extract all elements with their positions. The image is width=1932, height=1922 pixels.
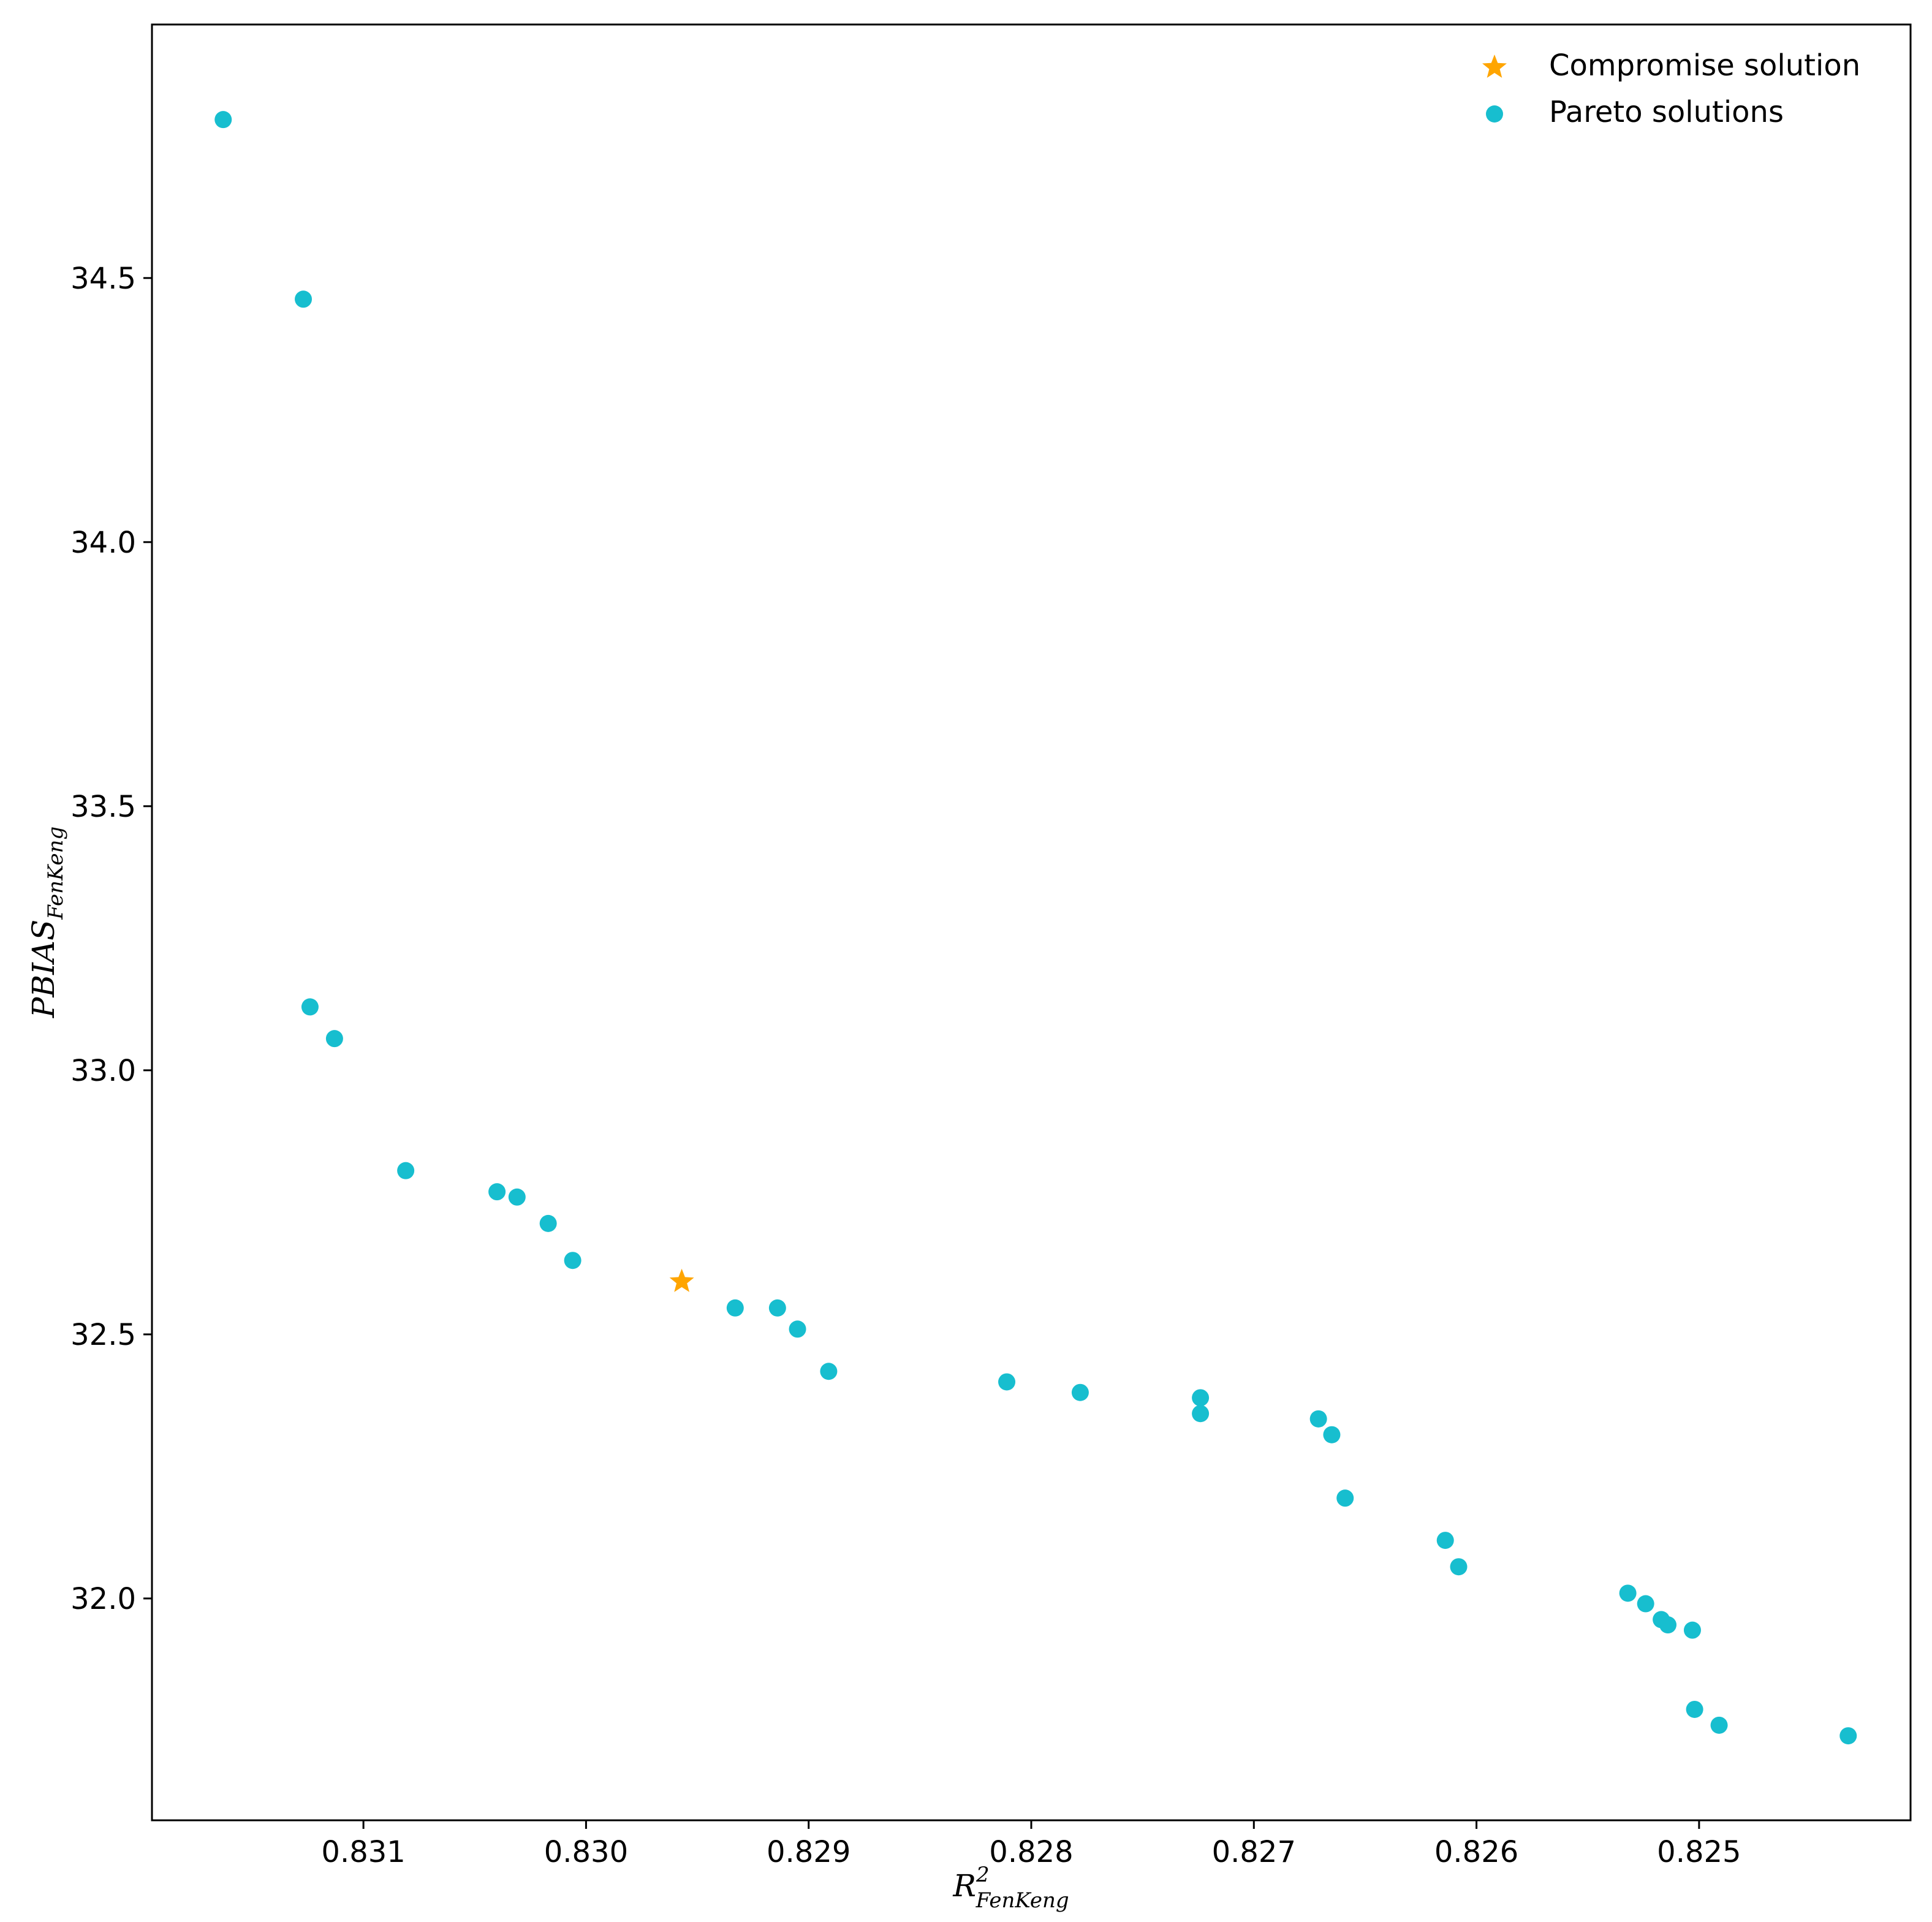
x-tick-label: 0.825 <box>1657 1835 1741 1869</box>
x-tick-label: 0.830 <box>544 1835 628 1869</box>
pareto-point <box>998 1373 1016 1391</box>
x-tick-label: 0.831 <box>321 1835 405 1869</box>
pareto-point <box>1450 1558 1468 1576</box>
legend-label-pareto: Pareto solutions <box>1549 95 1784 129</box>
pareto-point <box>1683 1621 1701 1639</box>
legend: Compromise solution Pareto solutions <box>1482 48 1860 129</box>
pareto-point <box>789 1320 806 1338</box>
pareto-point <box>301 998 319 1016</box>
pareto-point <box>820 1363 838 1380</box>
x-tick-label: 0.828 <box>989 1835 1073 1869</box>
pareto-point <box>508 1188 526 1206</box>
compromise-point <box>669 1268 694 1292</box>
y-axis-ticks: 32.0 32.5 33.0 33.5 34.0 34.5 <box>70 262 152 1616</box>
x-axis-label: R2 FenKeng <box>952 1863 1069 1913</box>
pareto-point <box>1192 1389 1210 1407</box>
y-tick-label: 34.0 <box>70 526 136 560</box>
y-tick-label: 32.5 <box>70 1318 136 1352</box>
pareto-point <box>1619 1584 1637 1602</box>
legend-label-compromise: Compromise solution <box>1549 48 1860 83</box>
pareto-point <box>726 1299 744 1317</box>
y-axis-label: PBIASFenKeng <box>26 827 68 1019</box>
pareto-point <box>1071 1383 1089 1401</box>
x-tick-label: 0.827 <box>1212 1835 1296 1869</box>
x-tick-label: 0.829 <box>767 1835 850 1869</box>
legend-marker-pareto <box>1486 105 1503 123</box>
legend-star-icon <box>1482 55 1507 78</box>
pareto-point <box>1710 1716 1728 1734</box>
pareto-point <box>1323 1426 1341 1443</box>
plot-area <box>151 23 1912 1822</box>
pareto-point <box>539 1214 557 1232</box>
pareto-point <box>397 1162 415 1179</box>
y-tick-label: 33.5 <box>70 790 136 824</box>
y-tick-label: 34.5 <box>70 262 136 296</box>
pareto-point <box>488 1183 506 1201</box>
pareto-point <box>1336 1489 1354 1507</box>
pareto-point <box>295 290 313 308</box>
data-points <box>214 111 1857 1745</box>
pareto-point <box>214 111 232 129</box>
pareto-point <box>1192 1405 1210 1423</box>
pareto-point <box>1436 1532 1454 1549</box>
x-tick-label: 0.826 <box>1434 1835 1518 1869</box>
pareto-point <box>325 1030 343 1048</box>
y-tick-label: 33.0 <box>70 1054 136 1088</box>
y-tick-label: 32.0 <box>70 1582 136 1616</box>
pareto-point <box>768 1299 786 1317</box>
pareto-point <box>1309 1410 1327 1428</box>
pareto-point <box>1659 1616 1677 1634</box>
pareto-point <box>1637 1595 1654 1613</box>
pareto-point <box>1686 1700 1703 1718</box>
pareto-point <box>1839 1727 1857 1745</box>
x-axis-ticks: 0.831 0.830 0.829 0.828 0.827 0.826 0.825 <box>321 1820 1741 1869</box>
legend-marker-compromise <box>1482 55 1507 78</box>
pareto-point <box>564 1252 581 1269</box>
